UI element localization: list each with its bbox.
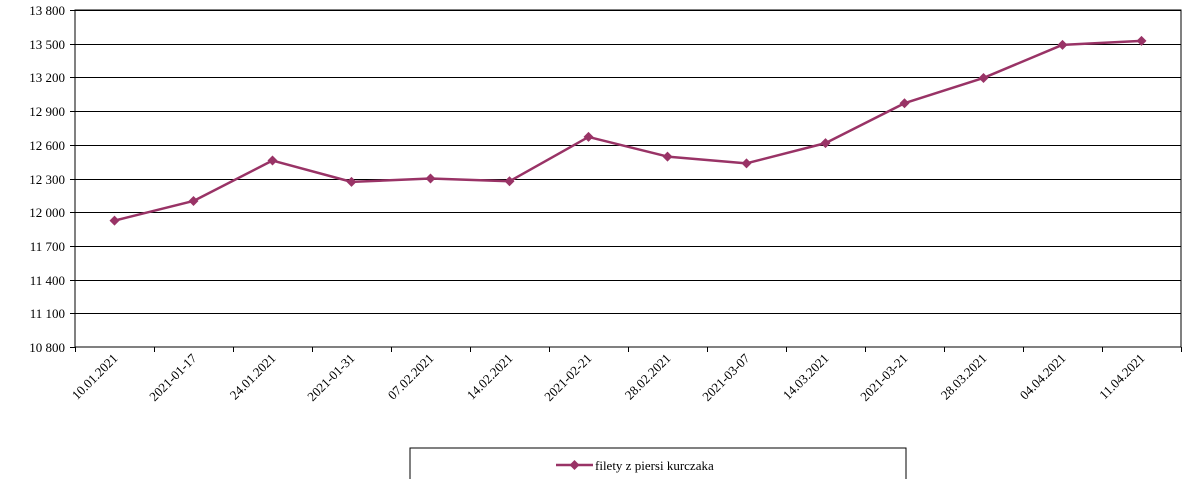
data-point-marker	[899, 98, 910, 109]
y-tick-label: 10 800	[29, 340, 65, 355]
x-axis-ticks: 10.01.2021 2021-01-17 24.01.2021 2021-01-31…	[69, 347, 1182, 404]
x-tick-label: 28.02.2021	[622, 351, 674, 403]
data-point-marker	[741, 158, 752, 169]
plot-area-frame	[74, 9, 1182, 348]
y-tick-label: 13 800	[29, 3, 65, 18]
y-tick-label: 13 500	[29, 37, 65, 52]
data-point-marker	[109, 215, 120, 226]
y-tick-label: 11 700	[30, 239, 65, 254]
y-tick-label: 12 000	[29, 205, 65, 220]
y-tick-label: 12 600	[29, 138, 65, 153]
legend-label: filety z piersi kurczaka	[595, 458, 714, 473]
data-point-marker	[1136, 35, 1147, 46]
legend-marker-swatch	[569, 460, 580, 470]
x-tick-label: 2021-02-21	[541, 351, 595, 405]
legend: filety z piersi kurczaka	[409, 447, 907, 484]
data-point-marker	[346, 176, 357, 187]
x-tick-label: 14.03.2021	[780, 351, 832, 403]
y-tick-label: 13 200	[29, 70, 65, 85]
x-tick-label: 2021-03-07	[699, 350, 753, 404]
x-tick-label: 2021-01-31	[304, 351, 358, 405]
y-tick-label: 11 100	[30, 306, 65, 321]
x-tick-label: 28.03.2021	[938, 351, 990, 403]
x-tick-label: 07.02.2021	[385, 351, 437, 403]
x-tick-label: 11.04.2021	[1096, 351, 1148, 403]
data-point-marker	[662, 151, 673, 162]
data-point-marker	[188, 195, 199, 206]
y-tick-label: 12 300	[29, 172, 65, 187]
data-point-marker	[583, 131, 594, 142]
x-tick-label: 10.01.2021	[69, 351, 121, 403]
data-point-marker	[425, 173, 436, 184]
x-tick-label: 2021-01-17	[146, 350, 200, 404]
legend-box	[409, 447, 907, 484]
x-tick-label: 14.02.2021	[464, 351, 516, 403]
data-point-marker	[820, 138, 831, 149]
y-tick-label: 11 400	[30, 273, 65, 288]
data-point-marker	[1057, 39, 1068, 50]
data-point-marker	[504, 176, 515, 187]
x-tick-label: 2021-03-21	[857, 351, 911, 405]
y-axis-ticks: 10 800 11 100 11 400 11 700 12 000 12 300 12 6…	[29, 3, 75, 355]
x-tick-label: 24.01.2021	[227, 351, 279, 403]
data-point-marker	[267, 155, 278, 166]
x-tick-label: 04.04.2021	[1017, 351, 1069, 403]
series-line	[114, 39, 1142, 222]
y-tick-label: 12 900	[29, 104, 65, 119]
series-layer	[109, 35, 1147, 226]
data-point-marker	[978, 72, 989, 83]
gridlines	[75, 10, 1181, 314]
